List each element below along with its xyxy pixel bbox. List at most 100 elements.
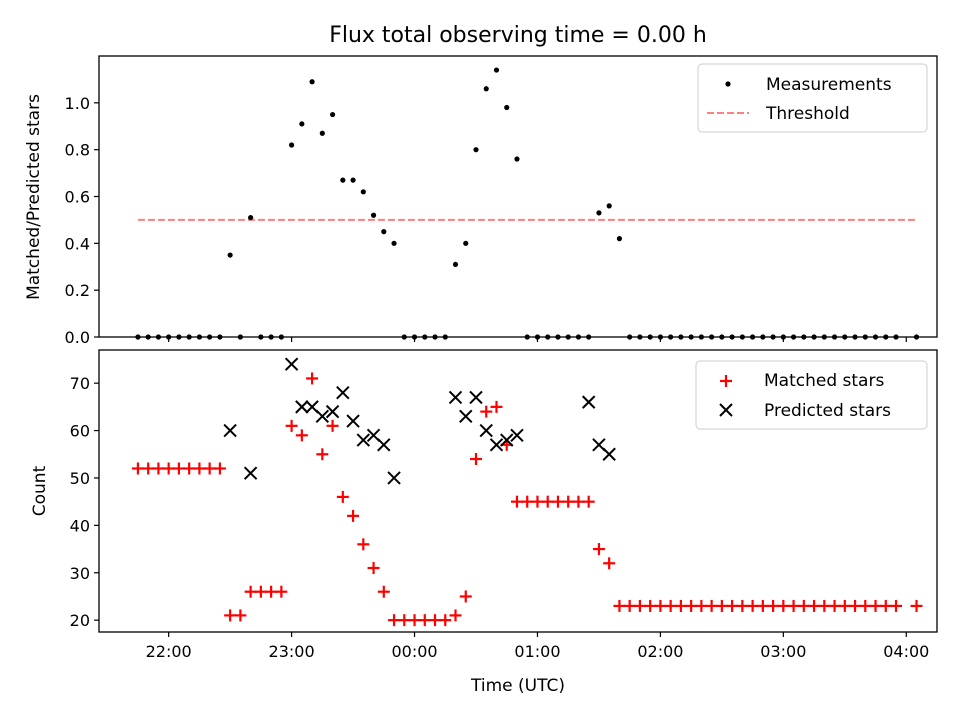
matched-star-point xyxy=(613,599,626,612)
matched-star-point xyxy=(797,599,810,612)
matched-star-point xyxy=(295,429,308,442)
matched-star-point xyxy=(408,614,421,627)
predicted-star-point xyxy=(346,414,360,428)
matched-star-point xyxy=(336,490,349,503)
measurement-point xyxy=(227,252,233,258)
matched-star-point xyxy=(736,599,749,612)
count-axes-frame xyxy=(98,349,938,633)
measurement-point xyxy=(381,229,387,235)
matched-star-point xyxy=(285,419,298,432)
matched-star-point xyxy=(244,585,257,598)
predicted-star-point xyxy=(284,357,299,371)
matched-star-point xyxy=(777,599,790,612)
measurement-point xyxy=(452,261,459,268)
y-tick-label: 30 xyxy=(70,564,90,583)
legend-label-measurements: Measurements xyxy=(766,75,892,95)
x-tick-label: 03:00 xyxy=(760,642,806,661)
matched-star-point xyxy=(592,543,605,556)
predicted-star-point xyxy=(356,433,371,447)
y-tick-label: 60 xyxy=(70,422,90,441)
matched-star-point xyxy=(869,599,882,612)
matched-star-point xyxy=(459,590,472,603)
measurement-point xyxy=(493,67,500,73)
measurement-point xyxy=(463,240,469,246)
matched-star-point xyxy=(664,599,677,612)
matched-star-point xyxy=(644,599,657,612)
y-tick-label: 40 xyxy=(70,516,90,535)
matched-star-point xyxy=(551,495,564,508)
measurement-point xyxy=(288,142,295,148)
ratio-legend-box xyxy=(697,63,928,133)
predicted-star-point xyxy=(325,404,340,419)
measurement-point xyxy=(473,147,479,153)
matched-star-point xyxy=(429,614,442,627)
matched-star-point xyxy=(633,599,646,612)
matched-star-point xyxy=(398,614,411,627)
predicted-star-point xyxy=(448,390,463,405)
measurement-point xyxy=(483,86,489,92)
predicted-star-point xyxy=(295,400,309,414)
x-tick-label: 04:00 xyxy=(883,642,929,661)
measurement-point xyxy=(350,177,356,183)
measurement-point xyxy=(309,79,315,85)
legend-marker-predicted-stars xyxy=(719,403,733,417)
x-tick-label: 01:00 xyxy=(514,642,560,661)
measurement-point xyxy=(340,177,346,183)
matched-star-point xyxy=(377,585,390,598)
matched-star-point xyxy=(142,462,155,475)
measurement-point xyxy=(514,156,520,162)
matched-star-point xyxy=(203,462,216,475)
matched-star-point xyxy=(828,599,841,612)
y-tick-label: 0.0 xyxy=(65,328,90,347)
y-tick-label: 0.4 xyxy=(65,234,90,253)
predicted-star-point xyxy=(459,409,473,424)
matched-star-point xyxy=(531,495,544,508)
measurement-point xyxy=(360,189,366,195)
matched-star-point xyxy=(787,599,800,612)
matched-star-point xyxy=(859,599,872,612)
predicted-star-point xyxy=(336,385,350,400)
count-legend-box xyxy=(695,360,928,430)
predicted-star-point xyxy=(469,390,483,405)
ratio-y-axis-label: Matched/Predicted stars xyxy=(24,94,44,300)
matched-star-point xyxy=(449,609,462,622)
legend-label-threshold: Threshold xyxy=(765,104,850,124)
count-plot-area xyxy=(131,357,923,627)
matched-star-point xyxy=(439,614,452,627)
matched-star-point xyxy=(183,462,196,475)
matched-star-point xyxy=(572,495,585,508)
chart-title: Flux total observing time = 0.00 h xyxy=(329,23,707,48)
matched-star-point xyxy=(254,585,267,598)
matched-star-point xyxy=(510,495,523,508)
count-legend: Matched stars Predicted stars xyxy=(695,360,928,430)
predicted-star-point xyxy=(243,466,258,480)
y-tick-label: 20 xyxy=(70,611,90,630)
matched-star-point xyxy=(265,585,278,598)
matched-star-point xyxy=(418,614,431,627)
matched-star-point xyxy=(316,448,329,461)
x-tick-label: 02:00 xyxy=(637,642,683,661)
predicted-star-point xyxy=(315,409,330,424)
x-tick-label: 00:00 xyxy=(391,642,437,661)
predicted-star-point xyxy=(581,395,596,409)
measurement-point xyxy=(370,212,377,218)
matched-star-point xyxy=(910,599,923,612)
matched-star-point xyxy=(275,585,288,598)
measurement-point xyxy=(248,214,254,221)
matched-star-point xyxy=(213,462,226,475)
matched-star-point xyxy=(818,599,831,612)
x-tick-label: 22:00 xyxy=(146,642,192,661)
legend-marker-matched-stars xyxy=(720,375,732,387)
measurement-point xyxy=(299,121,305,127)
measurement-point xyxy=(596,210,602,216)
matched-star-point xyxy=(674,599,687,612)
matched-star-point xyxy=(172,462,185,475)
predicted-star-point xyxy=(500,433,514,447)
matched-star-point xyxy=(582,495,595,508)
matched-star-point xyxy=(715,599,728,612)
y-tick-label: 0.8 xyxy=(65,141,90,160)
count-panel: Count Time (UTC) Matched stars Predicted… xyxy=(30,349,938,696)
matched-star-point xyxy=(756,599,769,612)
x-tick-label: 23:00 xyxy=(269,642,315,661)
y-tick-label: 0.6 xyxy=(65,188,90,207)
